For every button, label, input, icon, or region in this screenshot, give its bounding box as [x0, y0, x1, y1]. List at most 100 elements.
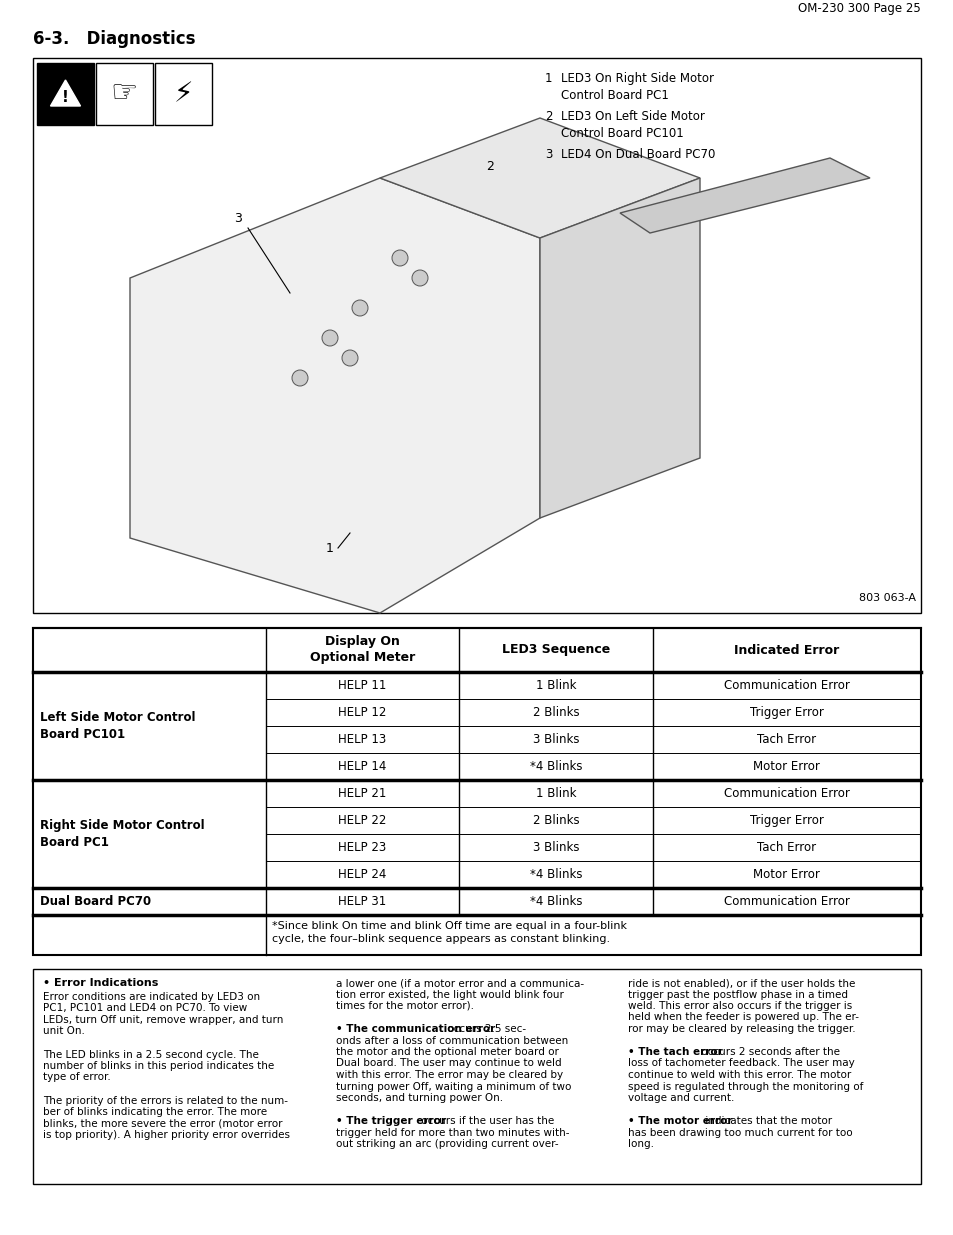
Text: type of error.: type of error. — [43, 1072, 111, 1083]
Text: HELP 11: HELP 11 — [338, 679, 386, 692]
Text: trigger held for more than two minutes with-: trigger held for more than two minutes w… — [335, 1128, 569, 1137]
Text: HELP 23: HELP 23 — [338, 841, 386, 853]
Text: has been drawing too much current for too: has been drawing too much current for to… — [628, 1128, 852, 1137]
Text: occurs 2.5 sec-: occurs 2.5 sec- — [444, 1024, 526, 1034]
Text: Error conditions are indicated by LED3 on: Error conditions are indicated by LED3 o… — [43, 992, 260, 1002]
Text: LED3 On Right Side Motor
Control Board PC1: LED3 On Right Side Motor Control Board P… — [560, 72, 713, 103]
Text: 1 Blink: 1 Blink — [536, 787, 576, 800]
Text: tion error existed, the light would blink four: tion error existed, the light would blin… — [335, 989, 563, 999]
Bar — [154, 63, 212, 125]
Text: ride is not enabled), or if the user holds the: ride is not enabled), or if the user hol… — [628, 978, 855, 988]
Polygon shape — [379, 119, 700, 238]
Text: 1: 1 — [544, 72, 552, 85]
Polygon shape — [539, 178, 700, 517]
Text: 3: 3 — [544, 148, 552, 161]
Text: number of blinks in this period indicates the: number of blinks in this period indicate… — [43, 1061, 274, 1071]
Text: Motor Error: Motor Error — [753, 868, 820, 881]
Text: held when the feeder is powered up. The er-: held when the feeder is powered up. The … — [628, 1013, 859, 1023]
Text: Dual board. The user may continue to weld: Dual board. The user may continue to wel… — [335, 1058, 560, 1068]
Text: *4 Blinks: *4 Blinks — [529, 895, 581, 908]
Text: Tach Error: Tach Error — [757, 841, 816, 853]
Text: LED3 Sequence: LED3 Sequence — [501, 643, 610, 657]
Text: PC1, PC101 and LED4 on PC70. To view: PC1, PC101 and LED4 on PC70. To view — [43, 1004, 247, 1014]
Text: 2 Blinks: 2 Blinks — [532, 814, 578, 827]
Text: LED4 On Dual Board PC70: LED4 On Dual Board PC70 — [560, 148, 715, 161]
Text: Trigger Error: Trigger Error — [749, 706, 823, 719]
Text: times for the motor error).: times for the motor error). — [335, 1002, 474, 1011]
Circle shape — [322, 330, 337, 346]
Text: 1: 1 — [326, 541, 334, 555]
Text: *4 Blinks: *4 Blinks — [529, 868, 581, 881]
Text: HELP 22: HELP 22 — [338, 814, 386, 827]
Circle shape — [412, 270, 428, 287]
Text: Trigger Error: Trigger Error — [749, 814, 823, 827]
Circle shape — [352, 300, 368, 316]
Circle shape — [341, 350, 357, 366]
Text: ☞: ☞ — [111, 79, 138, 109]
Text: seconds, and turning power On.: seconds, and turning power On. — [335, 1093, 502, 1103]
Text: long.: long. — [628, 1139, 654, 1149]
Text: Tach Error: Tach Error — [757, 734, 816, 746]
Bar — [96, 63, 152, 125]
Text: continue to weld with this error. The motor: continue to weld with this error. The mo… — [628, 1070, 851, 1079]
Text: out striking an arc (providing current over-: out striking an arc (providing current o… — [335, 1139, 558, 1149]
Text: 803 063-A: 803 063-A — [858, 593, 915, 603]
Text: !: ! — [62, 90, 69, 105]
Bar — [33, 58, 920, 613]
Text: blinks, the more severe the error (motor error: blinks, the more severe the error (motor… — [43, 1119, 282, 1129]
Text: HELP 13: HELP 13 — [338, 734, 386, 746]
Text: • Error Indications: • Error Indications — [43, 978, 158, 988]
Text: ber of blinks indicating the error. The more: ber of blinks indicating the error. The … — [43, 1107, 267, 1116]
Text: 3 Blinks: 3 Blinks — [532, 841, 578, 853]
Text: LEDs, turn Off unit, remove wrapper, and turn: LEDs, turn Off unit, remove wrapper, and… — [43, 1015, 283, 1025]
Text: HELP 12: HELP 12 — [338, 706, 386, 719]
Text: *Since blink On time and blink Off time are equal in a four-blink
cycle, the fou: *Since blink On time and blink Off time … — [272, 921, 626, 945]
Text: trigger past the postflow phase in a timed: trigger past the postflow phase in a tim… — [628, 989, 847, 999]
Text: Dual Board PC70: Dual Board PC70 — [40, 895, 151, 908]
Text: voltage and current.: voltage and current. — [628, 1093, 734, 1103]
Text: indicates that the motor: indicates that the motor — [701, 1116, 832, 1126]
Text: with this error. The error may be cleared by: with this error. The error may be cleare… — [335, 1070, 562, 1079]
Text: Motor Error: Motor Error — [753, 760, 820, 773]
Text: occurs 2 seconds after the: occurs 2 seconds after the — [698, 1047, 839, 1057]
Text: unit On.: unit On. — [43, 1026, 85, 1036]
Text: 1 Blink: 1 Blink — [536, 679, 576, 692]
Text: • The communication error: • The communication error — [335, 1024, 495, 1034]
Text: onds after a loss of communication between: onds after a loss of communication betwe… — [335, 1035, 567, 1046]
Bar — [33, 629, 920, 955]
Text: a lower one (if a motor error and a communica-: a lower one (if a motor error and a comm… — [335, 978, 583, 988]
Text: ror may be cleared by releasing the trigger.: ror may be cleared by releasing the trig… — [628, 1024, 855, 1034]
Text: HELP 31: HELP 31 — [338, 895, 386, 908]
Text: Display On
Optional Meter: Display On Optional Meter — [310, 636, 415, 664]
Text: the motor and the optional meter board or: the motor and the optional meter board o… — [335, 1047, 558, 1057]
Text: 2: 2 — [544, 110, 552, 124]
Text: • The trigger error: • The trigger error — [335, 1116, 445, 1126]
Text: • The tach error: • The tach error — [628, 1047, 722, 1057]
Text: speed is regulated through the monitoring of: speed is regulated through the monitorin… — [628, 1082, 862, 1092]
Text: HELP 24: HELP 24 — [338, 868, 386, 881]
Text: 6-3.   Diagnostics: 6-3. Diagnostics — [33, 30, 195, 48]
Text: Communication Error: Communication Error — [723, 679, 849, 692]
Polygon shape — [51, 80, 80, 106]
Text: HELP 21: HELP 21 — [338, 787, 386, 800]
Text: ⚡: ⚡ — [173, 80, 193, 107]
Circle shape — [392, 249, 408, 266]
Text: Indicated Error: Indicated Error — [734, 643, 839, 657]
Text: occurs if the user has the: occurs if the user has the — [417, 1116, 554, 1126]
Polygon shape — [619, 158, 869, 233]
Text: 3 Blinks: 3 Blinks — [532, 734, 578, 746]
Text: OM-230 300 Page 25: OM-230 300 Page 25 — [798, 2, 920, 15]
Text: The LED blinks in a 2.5 second cycle. The: The LED blinks in a 2.5 second cycle. Th… — [43, 1050, 258, 1060]
Text: Communication Error: Communication Error — [723, 895, 849, 908]
Text: *4 Blinks: *4 Blinks — [529, 760, 581, 773]
Text: LED3 On Left Side Motor
Control Board PC101: LED3 On Left Side Motor Control Board PC… — [560, 110, 704, 140]
Text: Right Side Motor Control
Board PC1: Right Side Motor Control Board PC1 — [40, 819, 204, 848]
Polygon shape — [130, 178, 539, 613]
Text: The priority of the errors is related to the num-: The priority of the errors is related to… — [43, 1095, 288, 1105]
Text: 2 Blinks: 2 Blinks — [532, 706, 578, 719]
Text: weld. This error also occurs if the trigger is: weld. This error also occurs if the trig… — [628, 1002, 852, 1011]
Text: 2: 2 — [485, 159, 494, 173]
Bar — [33, 969, 920, 1184]
Text: HELP 14: HELP 14 — [338, 760, 386, 773]
Text: • The motor error: • The motor error — [628, 1116, 732, 1126]
